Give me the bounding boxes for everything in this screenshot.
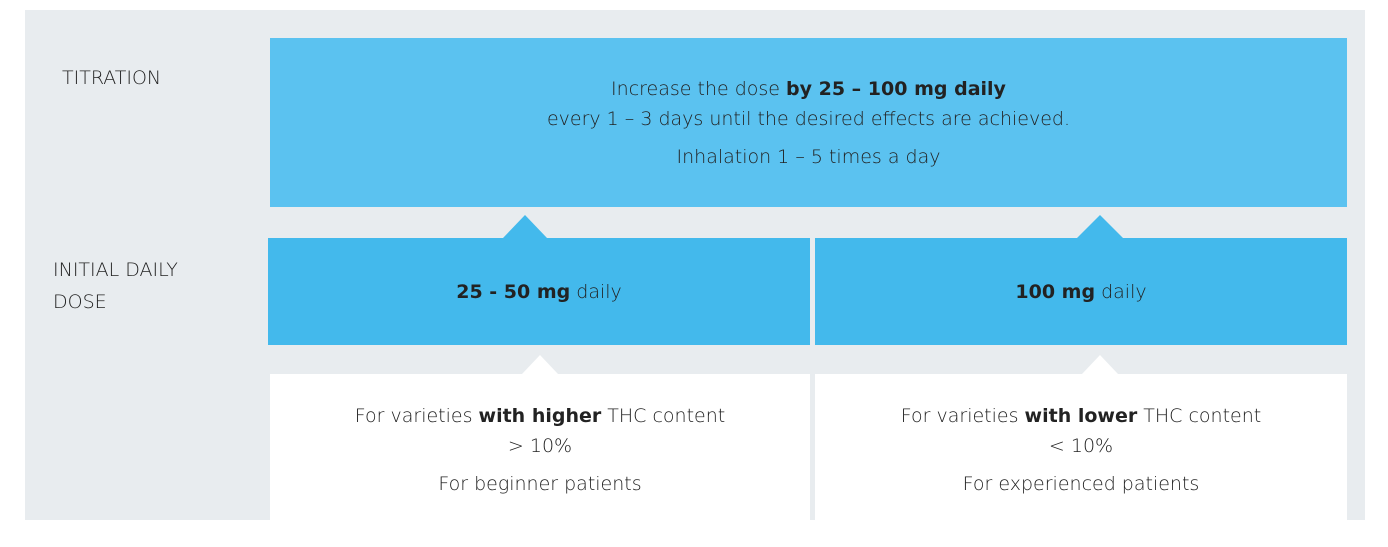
text-line: For experienced patients xyxy=(962,472,1200,495)
arrow xyxy=(522,355,558,374)
text-line: 100 mg daily xyxy=(1015,277,1146,307)
text-line: For beginner patients xyxy=(438,472,642,495)
text-line: every 1 – 3 days until the desired effec… xyxy=(546,107,1071,130)
text-line: Inhalation 1 – 5 times a day xyxy=(676,145,941,168)
bold-text: by 25 – 100 mg daily xyxy=(786,77,1006,100)
arrow xyxy=(503,215,547,238)
titration-box: Increase the dose by 25 – 100 mg daily e… xyxy=(270,38,1347,207)
text-line: < 10% xyxy=(1048,434,1114,457)
bold-text: with higher xyxy=(478,404,602,427)
text: For varieties xyxy=(354,404,479,427)
arrow xyxy=(1077,215,1123,238)
text-line: For varieties with lower THC content xyxy=(901,401,1261,431)
text: THC content xyxy=(601,404,726,427)
bold-text: 100 mg xyxy=(1015,280,1096,303)
text-line: > 10% xyxy=(507,434,573,457)
label-line: INITIAL DAILY xyxy=(53,259,178,281)
criteria-box: For varieties with lower THC content < 1… xyxy=(815,374,1347,525)
text-line: Increase the dose by 25 – 100 mg daily xyxy=(611,74,1006,104)
text: For varieties xyxy=(900,404,1025,427)
text-line: For varieties with higher THC content xyxy=(355,401,725,431)
label-line: DOSE xyxy=(53,291,107,313)
criteria-box: For varieties with higher THC content > … xyxy=(270,374,810,525)
bold-text: 25 - 50 mg xyxy=(456,280,571,303)
text-line: 25 - 50 mg daily xyxy=(456,277,622,307)
titration-label: TITRATION xyxy=(62,67,162,89)
bold-text: with lower xyxy=(1024,404,1138,427)
text: daily xyxy=(570,280,622,303)
dose-box: 25 - 50 mg daily xyxy=(268,238,810,345)
text: Increase the dose xyxy=(611,77,787,100)
dose-box: 100 mg daily xyxy=(815,238,1347,345)
text: daily xyxy=(1095,280,1147,303)
initial-label: INITIAL DAILY DOSE xyxy=(53,254,178,318)
text: THC content xyxy=(1137,404,1262,427)
arrow xyxy=(1082,355,1118,374)
